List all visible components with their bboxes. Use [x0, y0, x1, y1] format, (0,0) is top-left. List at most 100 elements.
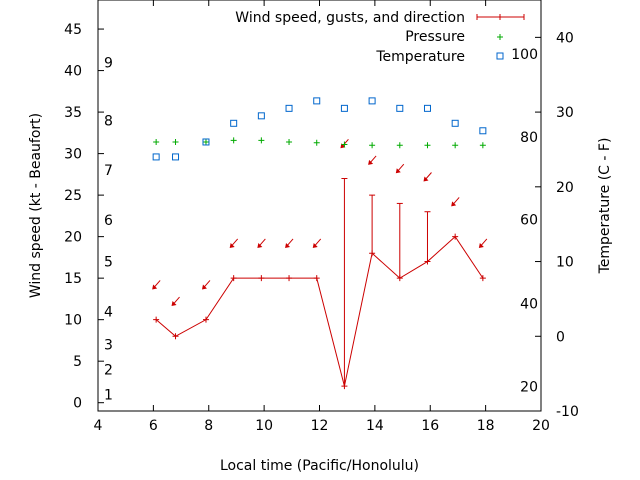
wind-speed-line [155, 235, 484, 387]
temperature-point [423, 104, 431, 112]
pressure-point [286, 138, 293, 145]
x-tick-label: 18 [477, 418, 495, 434]
pressure-point [452, 142, 459, 149]
y-tick-label: 25 [64, 188, 82, 204]
wind-point [341, 383, 348, 390]
temperature-point [313, 97, 321, 105]
legend-label-temperature: Temperature [375, 49, 465, 65]
beaufort-label: 9 [104, 55, 113, 71]
beaufort-label: 6 [104, 213, 113, 229]
beaufort-label: 7 [104, 163, 113, 179]
wind-point [313, 275, 320, 282]
y2-tick-label: 30 [556, 105, 574, 121]
y-tick-label: 10 [64, 313, 82, 329]
pressure-point [313, 139, 320, 146]
y2-axis-title: Temperature (C - F) [597, 138, 613, 275]
y2-tick-label: 10 [556, 255, 574, 271]
y-tick-label: 5 [73, 354, 82, 370]
wind-point [153, 316, 160, 323]
fahrenheit-label: 20 [520, 379, 538, 395]
pressure-point [153, 138, 160, 145]
fahrenheit-label: 60 [520, 213, 538, 229]
pressure-point [172, 138, 179, 145]
pressure-point [479, 142, 486, 149]
x-tick-label: 20 [532, 418, 550, 434]
pressure-point [424, 142, 431, 149]
x-tick-label: 12 [311, 418, 329, 434]
temperature-point [257, 112, 265, 120]
temperature-point [451, 119, 459, 127]
beaufort-label: 1 [104, 387, 113, 403]
temperature-point [202, 138, 210, 146]
legend-swatch-wind-marker [497, 14, 503, 20]
x-tick-label: 10 [255, 418, 273, 434]
wind-point [230, 275, 237, 282]
beaufort-label: 2 [104, 362, 113, 378]
wind-direction-arrowhead [171, 301, 177, 307]
temperature-point [479, 127, 487, 135]
legend-swatch-temperature [496, 52, 504, 60]
wind-direction-arrowhead [257, 242, 263, 248]
plot-frame [97, 0, 542, 412]
x-tick-label: 6 [149, 418, 158, 434]
x-axis-title: Local time (Pacific/Honolulu) [220, 458, 419, 474]
temperature-point [172, 153, 180, 161]
y-tick-label: 0 [73, 396, 82, 412]
wind-direction-arrowhead [229, 242, 235, 248]
wind-point [202, 316, 209, 323]
y2-tick-label: -10 [556, 404, 579, 420]
wind-point [258, 275, 265, 282]
beaufort-label: 8 [104, 113, 113, 129]
y-tick-label: 35 [64, 105, 82, 121]
fahrenheit-label: 100 [511, 47, 538, 63]
beaufort-label: 5 [104, 255, 113, 271]
pressure-point [258, 137, 265, 144]
wind-point [479, 275, 486, 282]
wind-direction-arrowhead [201, 284, 207, 290]
y2-tick-label: 20 [556, 180, 574, 196]
wind-direction-arrowhead [368, 159, 374, 165]
wind-direction-arrowhead [451, 201, 457, 207]
y-tick-label: 20 [64, 230, 82, 246]
y-tick-label: 45 [64, 22, 82, 38]
fahrenheit-label: 40 [520, 296, 538, 312]
y-axis-title: Wind speed (kt - Beaufort) [28, 113, 44, 298]
temperature-point [285, 104, 293, 112]
wind-point [286, 275, 293, 282]
wind-direction-arrowhead [478, 242, 484, 248]
temperature-point [230, 119, 238, 127]
x-tick-label: 14 [366, 418, 384, 434]
temperature-point [368, 97, 376, 105]
x-tick-label: 4 [94, 418, 103, 434]
y-tick-label: 15 [64, 271, 82, 287]
fahrenheit-label: 80 [520, 130, 538, 146]
wind-point [452, 233, 459, 240]
pressure-point [396, 142, 403, 149]
y2-tick-label: 40 [556, 30, 574, 46]
wind-point [424, 258, 431, 265]
wind-point [396, 275, 403, 282]
temperature-point [396, 104, 404, 112]
beaufort-label: 3 [104, 338, 113, 354]
y-tick-label: 30 [64, 147, 82, 163]
pressure-point [369, 142, 376, 149]
pressure-point [202, 138, 209, 145]
wind-point [369, 250, 376, 257]
temperature-point [152, 153, 160, 161]
legend-label-wind: Wind speed, gusts, and direction [235, 10, 465, 26]
pressure-point [341, 141, 348, 148]
temperature-point [340, 104, 348, 112]
y-tick-label: 40 [64, 64, 82, 80]
pressure-point [230, 137, 237, 144]
beaufort-label: 4 [104, 304, 113, 320]
wind-direction-arrowhead [152, 284, 158, 290]
wind-direction-arrowhead [395, 168, 401, 174]
x-tick-label: 16 [421, 418, 439, 434]
wind-point [172, 333, 179, 340]
wind-direction-arrowhead [312, 242, 318, 248]
legend-swatch-pressure [497, 34, 503, 40]
wind-direction-arrowhead [285, 242, 291, 248]
x-tick-label: 8 [204, 418, 213, 434]
legend-label-pressure: Pressure [405, 29, 465, 45]
